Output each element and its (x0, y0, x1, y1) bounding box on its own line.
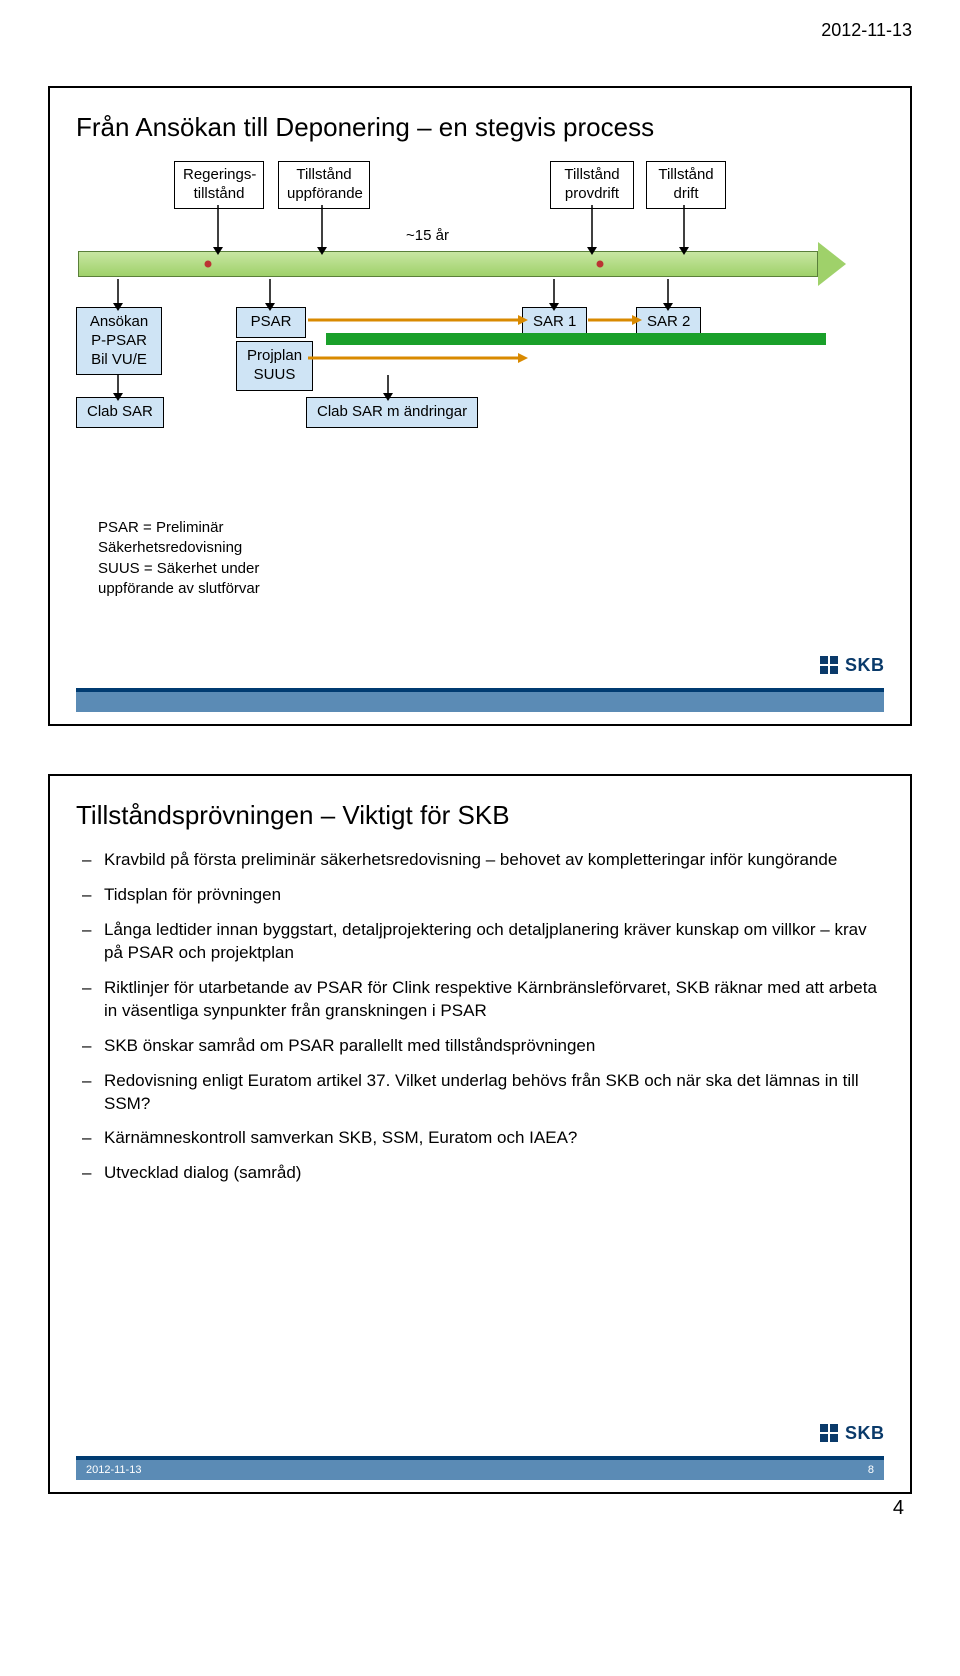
bullet-list: Kravbild på första preliminär säkerhetsr… (76, 849, 884, 1185)
top-box-drift: Tillstånddrift (646, 161, 726, 209)
bullet-item: Riktlinjer för utarbetande av PSAR för C… (104, 977, 884, 1023)
skb-logo: SKB (820, 1418, 878, 1448)
arrow-down (111, 375, 125, 403)
slide2-footer-right: 8 (868, 1464, 874, 1476)
bullet-item: Långa ledtider innan byggstart, detaljpr… (104, 919, 884, 965)
arrow-down (111, 279, 125, 313)
bullet-item: Utvecklad dialog (samråd) (104, 1162, 884, 1185)
page-date: 2012-11-13 (821, 20, 912, 41)
arrow-down (677, 205, 691, 257)
slide1-footer-band (76, 688, 884, 712)
bullet-item: Redovisning enligt Euratom artikel 37. V… (104, 1070, 884, 1116)
bullet-item: SKB önskar samråd om PSAR parallellt med… (104, 1035, 884, 1058)
slide2-footer: 2012-11-13 8 (50, 1456, 910, 1492)
bullet-item: Kravbild på första preliminär säkerhetsr… (104, 849, 884, 872)
top-box-uppforande: Tillstånduppförande (278, 161, 370, 209)
timeline-bar (78, 251, 818, 277)
process-diagram: ~15 år Regerings-tillstånd Tillstånduppfö… (76, 161, 884, 521)
arrow-down (381, 375, 395, 403)
bullet-item: Tidsplan för prövningen (104, 884, 884, 907)
arrow-down (211, 205, 225, 257)
slide2-footer-left: 2012-11-13 (86, 1464, 141, 1476)
orange-connector (308, 352, 530, 364)
timeline-year-label: ~15 år (406, 227, 449, 244)
orange-connector (308, 314, 530, 326)
green-bar (326, 333, 826, 345)
timeline-dot (597, 261, 604, 268)
skb-logo-text: SKB (845, 655, 885, 676)
mid-box-ansokan: AnsökanP-PSARBil VU/E (76, 307, 162, 375)
arrow-down (263, 279, 277, 313)
arrow-down (547, 279, 561, 313)
skb-logo-squares (820, 656, 838, 674)
timeline-arrowhead (818, 242, 846, 286)
timeline-dot (205, 261, 212, 268)
skb-logo: SKB (820, 650, 878, 680)
slide2-footer-band: 2012-11-13 8 (76, 1456, 884, 1480)
mid-box-projplan: ProjplanSUUS (236, 341, 313, 391)
slide1-title: Från Ansökan till Deponering – en stegvi… (76, 112, 884, 143)
skb-logo-text: SKB (845, 1423, 885, 1444)
arrow-down (585, 205, 599, 257)
arrow-down (661, 279, 675, 313)
bullet-item: Kärnämneskontroll samverkan SKB, SSM, Eu… (104, 1127, 884, 1150)
arrow-down (315, 205, 329, 257)
orange-connector (588, 314, 644, 326)
skb-logo-squares (820, 1424, 838, 1442)
top-box-provdrift: Tillståndprovdrift (550, 161, 634, 209)
slide-process-diagram: Från Ansökan till Deponering – en stegvi… (48, 86, 912, 726)
slide1-footer (50, 688, 910, 724)
slide-bullets: Tillståndsprövningen – Viktigt för SKB K… (48, 774, 912, 1494)
page-number: 4 (893, 1497, 904, 1520)
top-box-regerings: Regerings-tillstånd (174, 161, 264, 209)
page: 2012-11-13 Från Ansökan till Deponering … (0, 0, 960, 1534)
slide2-title: Tillståndsprövningen – Viktigt för SKB (76, 800, 884, 831)
psar-note: PSAR = PreliminärSäkerhetsredovisningSUU… (98, 518, 260, 599)
